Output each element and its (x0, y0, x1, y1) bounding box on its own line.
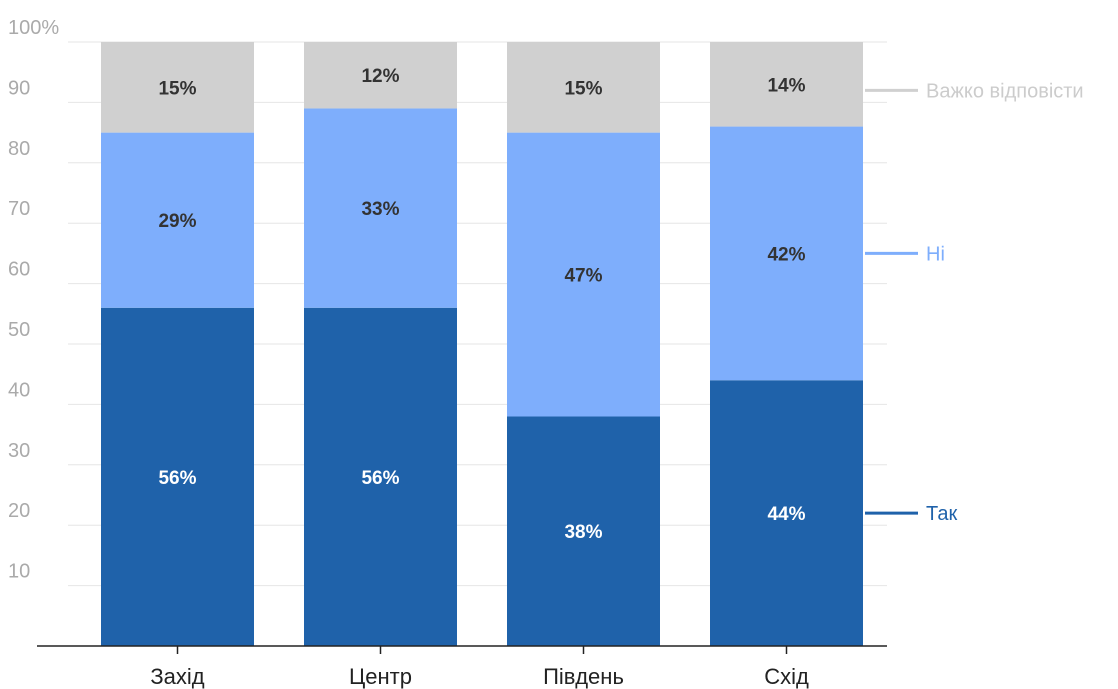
data-label: 56% (361, 468, 399, 489)
data-label: 12% (361, 66, 399, 87)
x-tick-label: Центр (349, 664, 412, 689)
bar-segment (507, 42, 660, 133)
x-tick-label: Захід (150, 664, 204, 689)
legend-label: Так (926, 503, 957, 525)
data-label: 15% (158, 78, 196, 99)
y-tick-label: 90 (8, 77, 30, 99)
bar-segment (710, 42, 863, 127)
bar-segment (101, 42, 254, 133)
y-tick-label: 100% (8, 17, 59, 39)
data-label: 42% (767, 244, 805, 265)
y-tick-label: 80 (8, 138, 30, 160)
y-axis-ticks: 10 20 30 40 50 60 70 80 90 100% (8, 17, 59, 583)
data-label: 38% (564, 522, 602, 543)
data-label: 47% (564, 266, 602, 287)
bar-segment (304, 307, 457, 646)
bar-segment (507, 132, 660, 417)
bar-segment (710, 126, 863, 381)
x-tick-label: Південь (543, 664, 624, 689)
y-tick-label: 20 (8, 500, 30, 522)
value-labels: 56% 29% 15% 56% 33% 12% 38% 47% 15% 44% 42% 14% (158, 66, 805, 543)
y-tick-label: 60 (8, 259, 30, 281)
bar-segment (101, 132, 254, 308)
bar-segment (507, 416, 660, 646)
y-tick-label: 40 (8, 379, 30, 401)
data-label: 44% (767, 504, 805, 525)
bar-segment (304, 108, 457, 308)
data-label: 56% (158, 468, 196, 489)
bars (101, 42, 863, 646)
x-tick-label: Схід (764, 664, 809, 689)
bar-segment (710, 380, 863, 646)
data-label: 29% (158, 211, 196, 232)
x-axis-ticks: Захід Центр Південь Схід (150, 646, 809, 689)
bar-segment (101, 307, 254, 646)
y-tick-label: 10 (8, 561, 30, 583)
y-tick-label: 30 (8, 440, 30, 462)
y-tick-label: 70 (8, 198, 30, 220)
data-label: 33% (361, 199, 399, 220)
legend: Так Ні Важко відповісти (865, 80, 1084, 525)
y-tick-label: 50 (8, 319, 30, 341)
data-label: 14% (767, 75, 805, 96)
legend-label: Важко відповісти (926, 80, 1084, 102)
bar-segment (304, 42, 457, 109)
legend-label: Ні (926, 243, 945, 265)
data-label: 15% (564, 78, 602, 99)
